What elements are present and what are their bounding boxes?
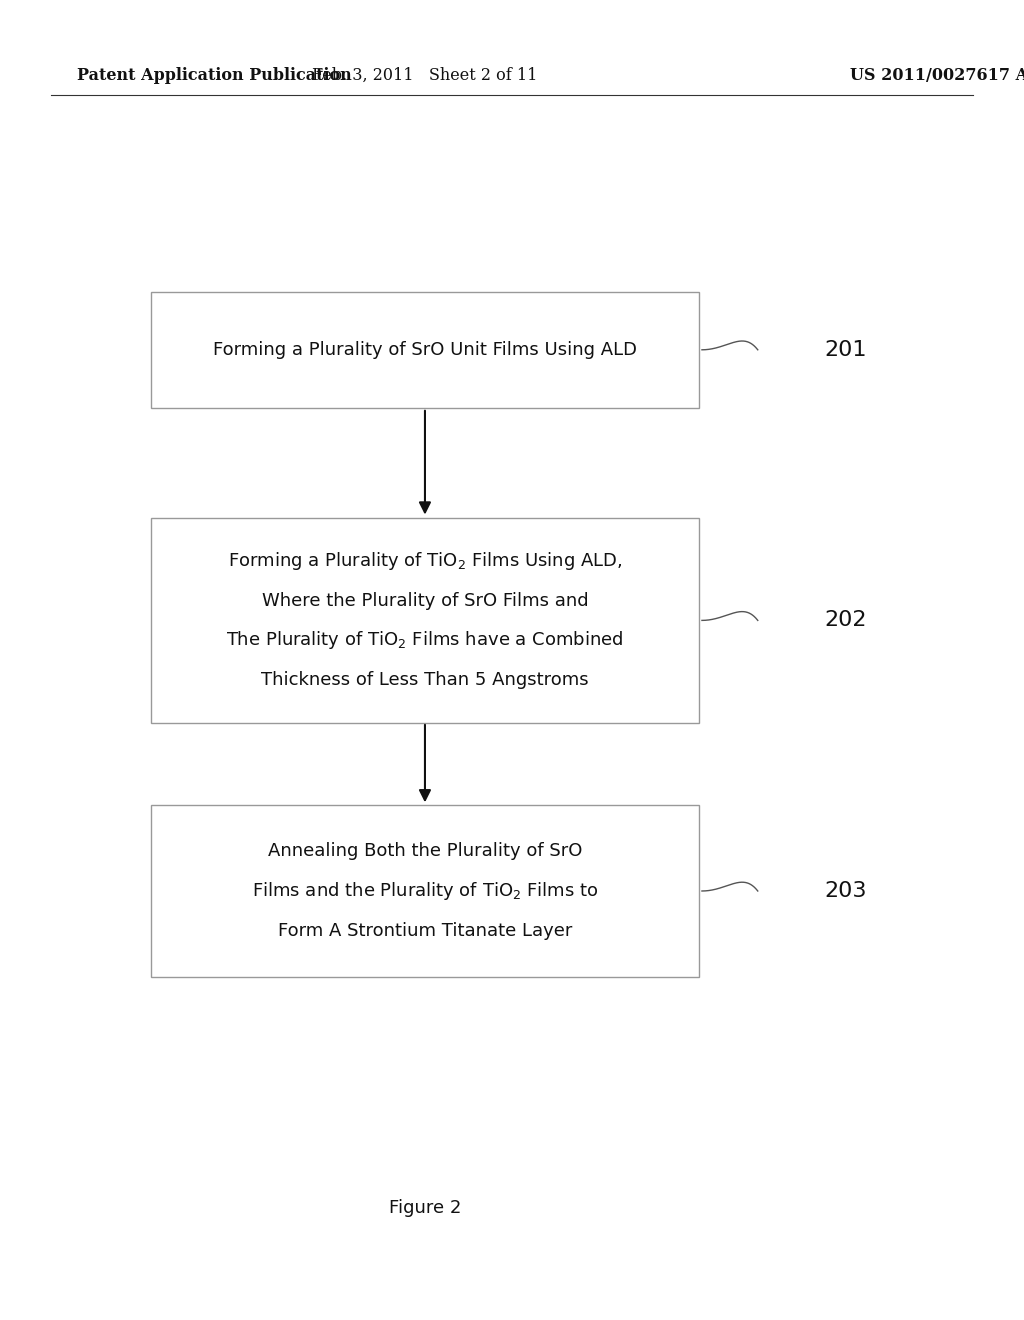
Text: Thickness of Less Than 5 Angstroms: Thickness of Less Than 5 Angstroms [261,671,589,689]
Text: The Plurality of TiO$_2$ Films have a Combined: The Plurality of TiO$_2$ Films have a Co… [226,630,624,651]
Bar [151,292,698,408]
Text: 202: 202 [824,610,867,631]
Text: Films and the Plurality of TiO$_2$ Films to: Films and the Plurality of TiO$_2$ Films… [252,880,598,902]
Text: Figure 2: Figure 2 [389,1199,461,1217]
Text: Feb. 3, 2011   Sheet 2 of 11: Feb. 3, 2011 Sheet 2 of 11 [312,67,538,83]
Text: Forming a Plurality of SrO Unit Films Using ALD: Forming a Plurality of SrO Unit Films Us… [213,341,637,359]
Bar [151,517,698,722]
Text: Forming a Plurality of TiO$_2$ Films Using ALD,: Forming a Plurality of TiO$_2$ Films Usi… [227,550,623,572]
Text: Patent Application Publication: Patent Application Publication [77,67,351,83]
Text: 201: 201 [824,339,867,360]
Text: US 2011/0027617 A1: US 2011/0027617 A1 [850,67,1024,83]
Text: Annealing Both the Plurality of SrO: Annealing Both the Plurality of SrO [267,842,583,861]
Text: Form A Strontium Titanate Layer: Form A Strontium Titanate Layer [278,921,572,940]
Text: 203: 203 [824,880,867,902]
Text: Where the Plurality of SrO Films and: Where the Plurality of SrO Films and [262,591,588,610]
Bar [151,805,698,977]
